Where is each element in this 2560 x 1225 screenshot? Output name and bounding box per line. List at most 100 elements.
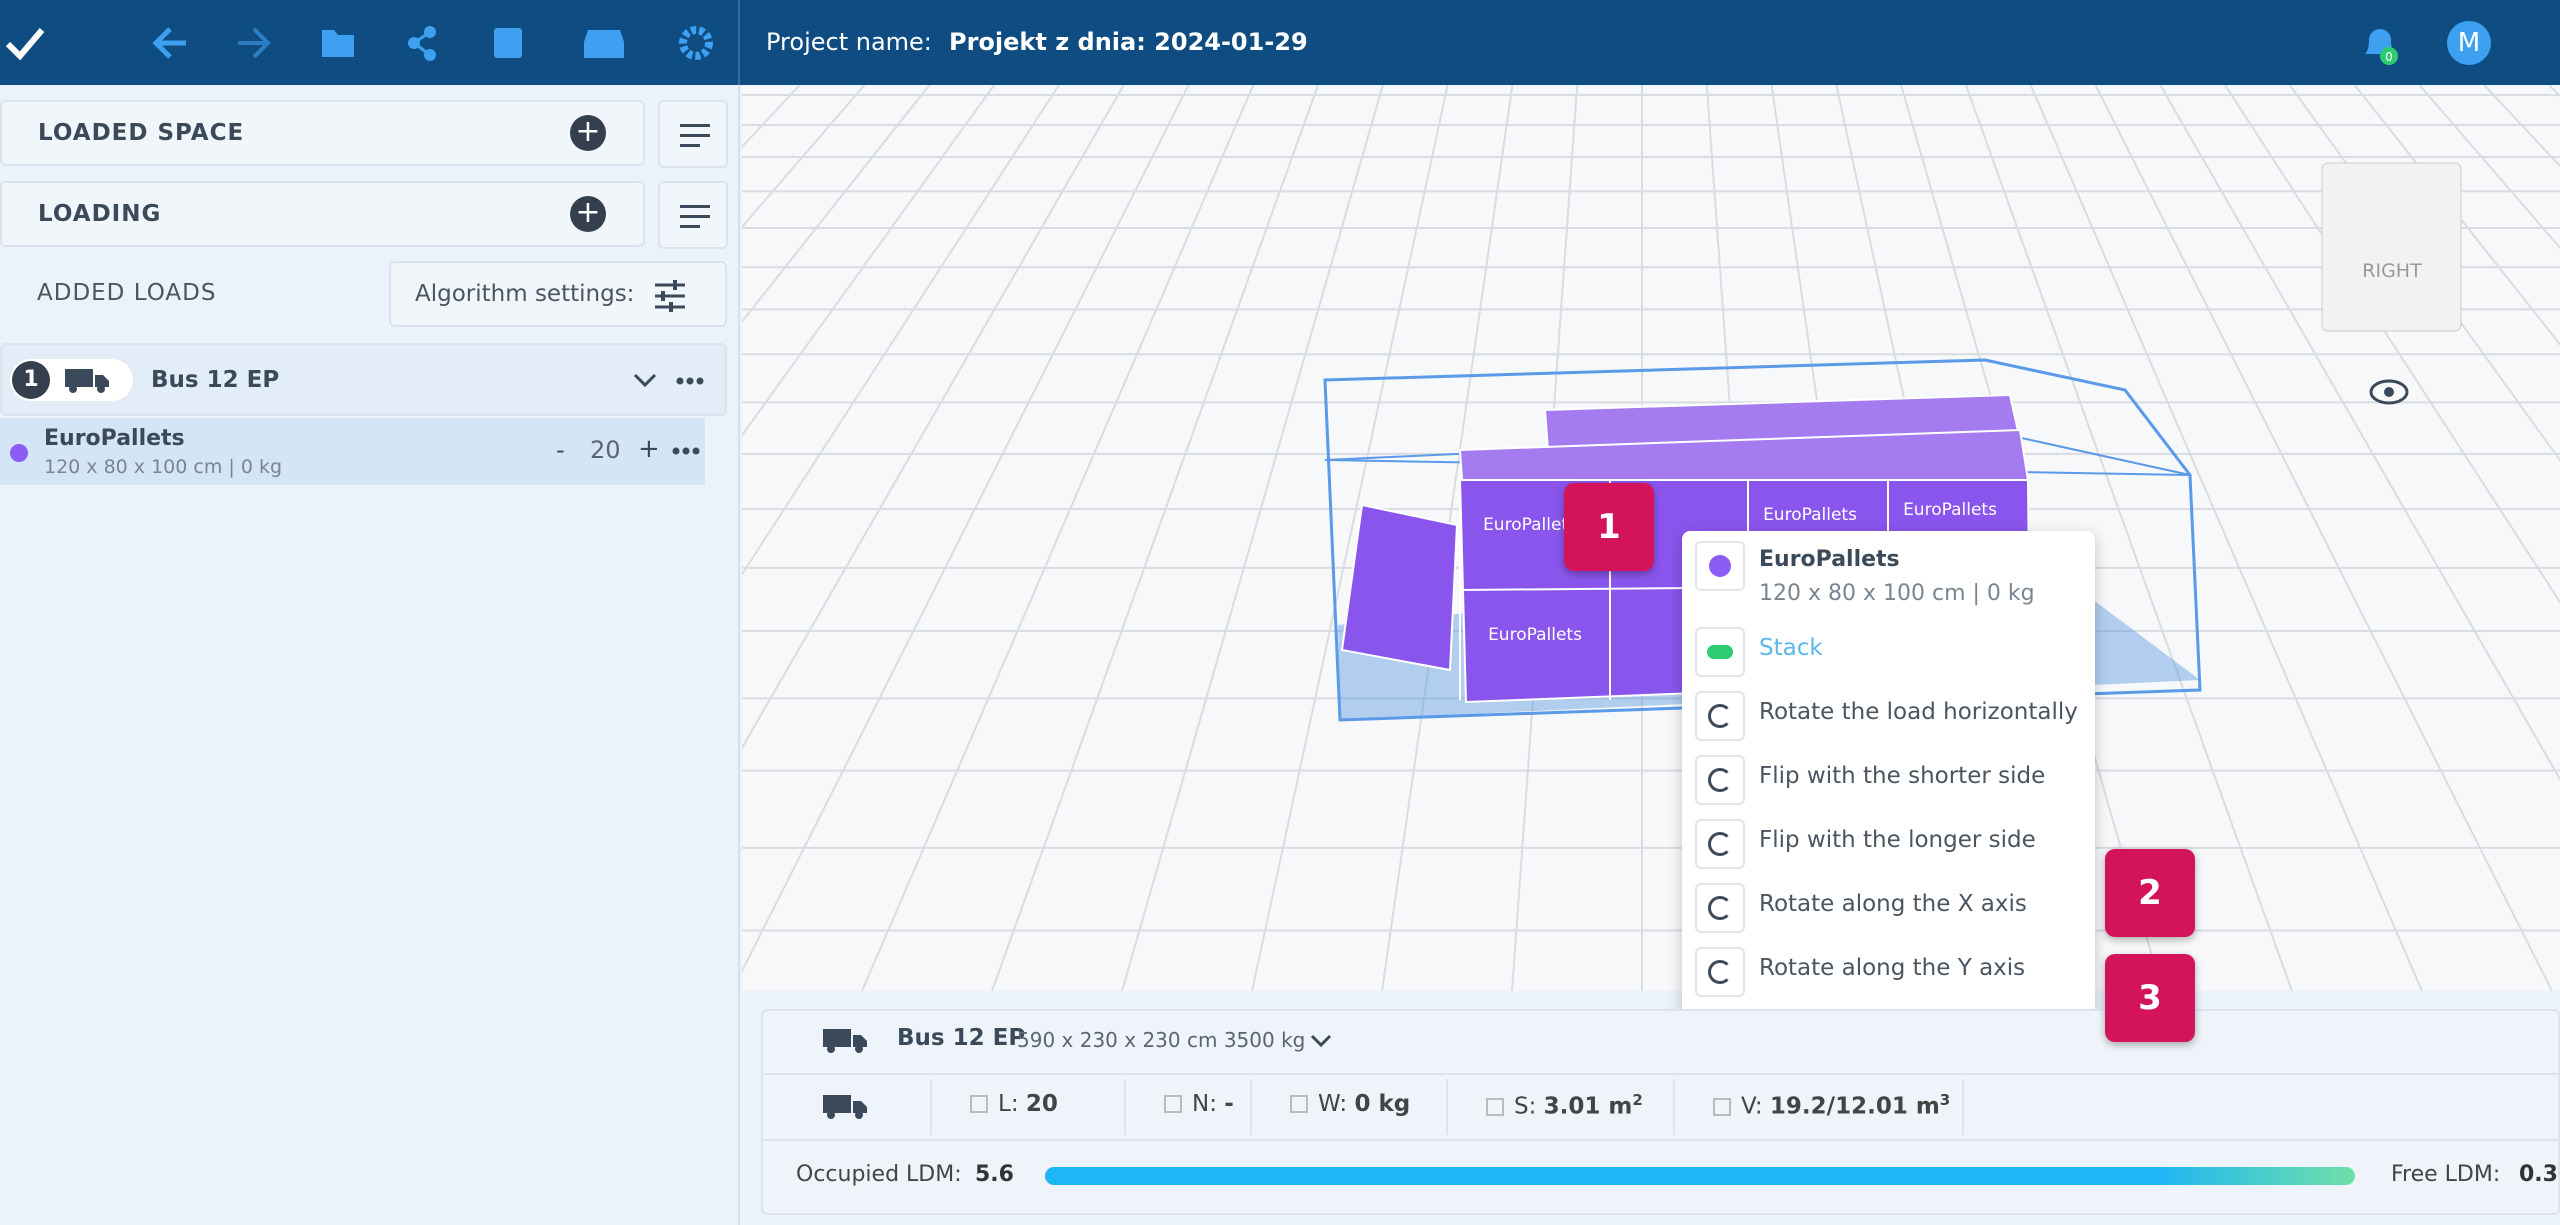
algorithm-label: Algorithm settings: bbox=[415, 281, 635, 307]
section-label: LOADED SPACE bbox=[38, 120, 245, 146]
vehicle-name: Bus 12 EP bbox=[151, 367, 280, 393]
notification-bell[interactable]: 0 bbox=[2355, 20, 2405, 70]
stat-separator bbox=[1250, 1079, 1252, 1135]
menu-item[interactable]: Rotate along the X axis bbox=[1682, 877, 2095, 937]
stat-separator bbox=[1673, 1079, 1675, 1135]
menu-item-icon bbox=[1695, 755, 1745, 805]
visibility-toggle-pupil bbox=[2384, 387, 2394, 397]
grid-line bbox=[991, 0, 1350, 992]
stat-label: W: bbox=[1318, 1091, 1348, 1117]
sidebar: LOADED SPACE + LOADING + ADDED LOADS Alg… bbox=[0, 85, 740, 1225]
visibility-toggle[interactable] bbox=[2369, 379, 2409, 405]
stat-label: N: bbox=[1192, 1091, 1217, 1117]
grid-line bbox=[2286, 0, 2560, 346]
vehicle-row[interactable]: 1 Bus 12 EP bbox=[0, 343, 727, 416]
confirm-icon[interactable] bbox=[5, 28, 45, 61]
notification-count: 0 bbox=[2385, 50, 2393, 64]
undo-icon[interactable] bbox=[152, 27, 186, 59]
top-bar: Project name: Projekt z dnia: 2024-01-29… bbox=[0, 0, 2560, 85]
stat-unit-exponent: 3 bbox=[1939, 1091, 1951, 1109]
grid-line bbox=[2461, 0, 2560, 98]
menu-item-label: Flip with the shorter side bbox=[1759, 763, 2046, 789]
increment[interactable]: + bbox=[638, 434, 660, 464]
avatar[interactable]: M bbox=[2447, 21, 2491, 65]
menu-item[interactable]: Stack bbox=[1682, 621, 2095, 681]
context-menu: EuroPallets 120 x 80 x 100 cm | 0 kg Sta… bbox=[1682, 531, 2095, 1078]
menu-item-label: Flip with the longer side bbox=[1759, 827, 2036, 853]
vehicle-pill: 1 bbox=[10, 359, 133, 401]
menu-item-label: Rotate along the Y axis bbox=[1759, 955, 2026, 981]
occupied-value: 5.6 bbox=[975, 1162, 1014, 1187]
store-icon[interactable] bbox=[584, 30, 624, 58]
stat-separator bbox=[930, 1079, 932, 1135]
view-cube-label: RIGHT bbox=[2362, 260, 2422, 282]
project-label: Project name: bbox=[766, 28, 932, 56]
load-name: EuroPallets bbox=[44, 426, 185, 451]
menu-item[interactable]: Flip with the shorter side bbox=[1682, 749, 2095, 809]
load-color bbox=[10, 444, 28, 462]
stat-label: V: bbox=[1741, 1093, 1763, 1120]
stat-value: 3.01 m bbox=[1543, 1093, 1633, 1120]
folder-icon[interactable] bbox=[322, 30, 354, 57]
color-swatch bbox=[1695, 541, 1745, 591]
grid-line bbox=[2227, 0, 2560, 463]
pallet bbox=[1340, 503, 1459, 672]
stat-icon bbox=[1713, 1097, 1731, 1116]
loaded-space-row[interactable]: LOADED SPACE + bbox=[0, 100, 645, 166]
stat: W: 0 kg bbox=[1290, 1091, 1410, 1117]
count[interactable]: 20 bbox=[590, 436, 621, 464]
stat-value: 0 kg bbox=[1354, 1091, 1411, 1117]
menu-item-icon bbox=[1695, 691, 1745, 741]
added-loads-label: ADDED LOADS bbox=[37, 280, 217, 306]
stat-value: 19.2/12.01 m bbox=[1769, 1093, 1940, 1120]
stat: S: 3.01 m2 bbox=[1486, 1091, 1643, 1120]
stat-value: 20 bbox=[1025, 1091, 1058, 1117]
menu-item-label: Rotate along the X axis bbox=[1759, 891, 2027, 917]
stat: N: - bbox=[1164, 1091, 1234, 1117]
menu-item[interactable]: Flip with the longer side bbox=[1682, 813, 2095, 873]
decrement[interactable]: - bbox=[556, 436, 565, 464]
load-row[interactable]: EuroPallets 120 x 80 x 100 cm | 0 kg - 2… bbox=[0, 418, 705, 485]
add-button[interactable]: + bbox=[570, 196, 606, 232]
menu-title: EuroPallets bbox=[1759, 547, 1900, 572]
loading-row[interactable]: LOADING + bbox=[0, 181, 645, 247]
stat-icon bbox=[1164, 1095, 1182, 1113]
vehicle-dropdown[interactable] bbox=[1309, 1031, 1333, 1051]
menu-item[interactable]: Rotate along the Y axis bbox=[1682, 941, 2095, 1001]
menu-item-icon bbox=[1695, 819, 1745, 869]
grid-line bbox=[2344, 0, 2560, 250]
vehicle-summary: Bus 12 EP 590 x 230 x 230 cm 3500 kg Occ… bbox=[761, 1009, 2560, 1215]
truck-icon bbox=[823, 1029, 867, 1053]
stat: L: 20 bbox=[970, 1091, 1058, 1117]
vehicle-name: Bus 12 EP bbox=[897, 1025, 1026, 1051]
menu-button[interactable] bbox=[658, 181, 728, 249]
vehicle-specs: 590 x 230 x 230 cm 3500 kg bbox=[1017, 1028, 1306, 1052]
stat: V: 19.2/12.01 m3 bbox=[1713, 1091, 1950, 1120]
menu-subtitle: 120 x 80 x 100 cm | 0 kg bbox=[1759, 581, 2035, 606]
ldm-progress bbox=[1045, 1167, 2355, 1185]
load-menu[interactable] bbox=[670, 444, 702, 458]
stat-label: L: bbox=[998, 1091, 1019, 1117]
truck-icon bbox=[823, 1095, 867, 1119]
pallet-label: EuroPallets bbox=[1488, 625, 1582, 645]
vehicle-actions[interactable] bbox=[632, 369, 722, 393]
menu-item[interactable]: Rotate the load horizontally bbox=[1682, 685, 2095, 745]
grid-line bbox=[731, 0, 1233, 992]
redo-icon[interactable] bbox=[238, 27, 271, 59]
stat-unit-exponent: 2 bbox=[1632, 1091, 1643, 1109]
grid-line bbox=[1992, 0, 2423, 992]
truck-icon bbox=[65, 369, 109, 393]
menu-button[interactable] bbox=[658, 100, 728, 168]
view-cube[interactable] bbox=[2321, 162, 2462, 332]
pallet-label: EuroPallets bbox=[1903, 500, 1997, 520]
add-button[interactable]: + bbox=[570, 115, 606, 151]
settings-icon[interactable] bbox=[679, 26, 713, 60]
pdf-icon[interactable] bbox=[494, 28, 522, 58]
load-dims: 120 x 80 x 100 cm | 0 kg bbox=[44, 456, 283, 478]
share-icon[interactable] bbox=[408, 26, 436, 61]
step-badge: 2 bbox=[2105, 849, 2195, 937]
algorithm-settings[interactable]: Algorithm settings: bbox=[389, 261, 727, 327]
project-name[interactable]: Projekt z dnia: 2024-01-29 bbox=[949, 28, 1308, 56]
stat-separator bbox=[1962, 1079, 1964, 1135]
